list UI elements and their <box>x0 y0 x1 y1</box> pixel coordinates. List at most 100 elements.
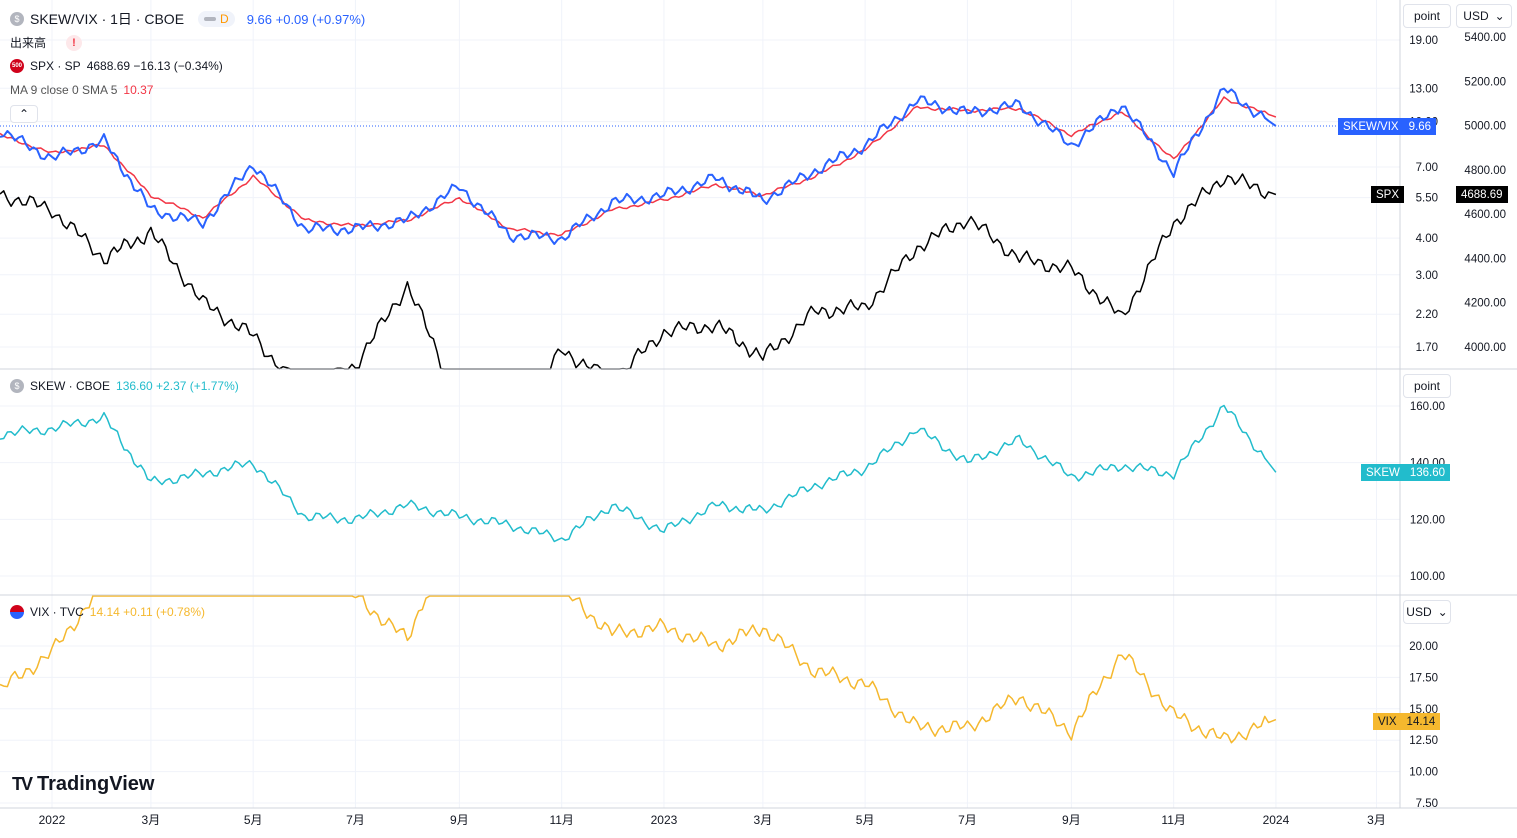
ma-legend-text: MA 9 close 0 SMA 5 <box>10 83 118 97</box>
sp500-logo-icon: 500 <box>10 59 24 73</box>
session-bar-icon <box>204 17 217 21</box>
time-axis-label: 5月 <box>244 813 263 827</box>
skewvix-line <box>0 87 1277 245</box>
spx-legend-values: 4688.69 −16.13 (−0.34%) <box>86 59 223 73</box>
vix-tag-name: VIX <box>1373 713 1402 730</box>
skew-price-tag: SKEW 136.60 <box>1361 464 1451 481</box>
spx-name-tag: SPX <box>1371 186 1405 203</box>
skew-tag-value: 136.60 <box>1404 464 1451 481</box>
skew-legend-values: 136.60 +2.37 (+1.77%) <box>116 379 239 393</box>
price-axis-label: 15.00 <box>1409 704 1438 716</box>
price-axis-label: 4400.00 <box>1464 253 1506 265</box>
us-flag-icon <box>10 605 24 619</box>
main-symbol-title[interactable]: SKEW/VIX · 1日 · CBOE <box>30 11 185 27</box>
scale-mode-button[interactable]: point <box>1403 4 1451 28</box>
ma-legend-value: 10.37 <box>123 83 154 97</box>
spx-price-tag: 4688.69 <box>1456 186 1508 203</box>
vix-legend[interactable]: VIX · TVC 14.14 +0.11 (+0.78%) <box>10 605 205 619</box>
currency-button[interactable]: USD ⌄ <box>1456 4 1512 28</box>
spx-line <box>0 173 1277 370</box>
skewvix-tag-value: 9.66 <box>1403 118 1436 135</box>
price-axis-label: 7.50 <box>1416 798 1438 810</box>
price-axis-label: 20.00 <box>1409 641 1438 653</box>
vix-legend-name: VIX · TVC <box>30 605 84 619</box>
price-axis-label: 4600.00 <box>1464 209 1506 221</box>
time-axis-label: 5月 <box>856 813 875 827</box>
price-axis-label: 4.00 <box>1416 233 1438 245</box>
time-axis-label: 2022 <box>39 813 66 827</box>
price-axis-label: 4000.00 <box>1464 342 1506 354</box>
symbol-dollar-icon: $ <box>10 379 24 393</box>
spx-tag-value: 4688.69 <box>1456 186 1508 203</box>
price-axis-label: 120.00 <box>1410 514 1445 526</box>
price-axis-label: 5.50 <box>1416 193 1438 205</box>
price-axis-label: 1.70 <box>1416 342 1438 354</box>
ma-line <box>0 96 1277 237</box>
time-axis-label: 3月 <box>142 813 161 827</box>
tradingview-wordmark: TradingView <box>37 773 155 795</box>
price-axis-label: 4200.00 <box>1464 298 1506 310</box>
price-axis-label: 7.00 <box>1416 162 1438 174</box>
skewvix-tag-name: SKEW/VIX <box>1338 118 1404 135</box>
time-axis-label: 2023 <box>651 813 678 827</box>
axes: 2022 3月 5月 7月 9月 11月 2023 3月 5月 7月 9月 11月 2024 3月 19.0… <box>39 32 1506 827</box>
currency-label: USD <box>1406 605 1432 619</box>
market-status-badge[interactable]: D <box>198 11 235 27</box>
interval-badge: D <box>220 12 229 26</box>
scale-mode-label: point <box>1413 9 1441 23</box>
symbol-dollar-icon: $ <box>10 12 24 26</box>
warning-icon[interactable]: ! <box>66 34 83 51</box>
time-axis-label: 3月 <box>754 813 773 827</box>
time-axis-label: 3月 <box>1367 813 1386 827</box>
price-axis-label: 100.00 <box>1410 571 1445 583</box>
collapse-legend-button[interactable]: ⌃ <box>10 105 38 123</box>
spx-legend[interactable]: 500 SPX · SP 4688.69 −16.13 (−0.34%) <box>10 59 223 73</box>
skewvix-price-tag: SKEW/VIX 9.66 <box>1338 118 1436 135</box>
time-axis-label: 7月 <box>958 813 977 827</box>
time-axis-label: 7月 <box>346 813 365 827</box>
currency-label: USD <box>1463 9 1489 23</box>
currency-button[interactable]: USD ⌄ <box>1403 600 1451 624</box>
time-axis-label: 9月 <box>1062 813 1081 827</box>
vix-line <box>0 595 1277 744</box>
scale-mode-label: point <box>1413 379 1441 393</box>
volume-legend[interactable]: 出来高 ! <box>10 34 83 51</box>
ma-legend[interactable]: MA 9 close 0 SMA 5 10.37 <box>10 83 153 97</box>
main-legend: $ SKEW/VIX · 1日 · CBOE D 9.66 +0.09 (+0.… <box>10 9 365 29</box>
spx-tag-name: SPX <box>1371 186 1405 203</box>
price-axis-label: 5400.00 <box>1464 32 1506 44</box>
vix-tag-value: 14.14 <box>1401 713 1441 730</box>
price-axis-label: 2.20 <box>1416 309 1438 321</box>
volume-label: 出来高 <box>10 36 47 50</box>
price-axis-label: 4800.00 <box>1464 165 1506 177</box>
price-axis-label: 19.00 <box>1409 35 1438 47</box>
skew-legend-name: SKEW · CBOE <box>30 379 111 393</box>
chevron-down-icon: ⌄ <box>1437 605 1448 619</box>
time-axis-label: 11月 <box>549 813 573 827</box>
grid-lines <box>0 0 1400 808</box>
time-axis-label: 2024 <box>1263 813 1290 827</box>
chevron-down-icon: ⌄ <box>1494 9 1505 23</box>
price-axis-label: 17.50 <box>1409 672 1438 684</box>
price-axis-label: 12.50 <box>1409 735 1438 747</box>
tradingview-logo-icon: TV <box>12 774 33 794</box>
time-axis-label: 9月 <box>450 813 469 827</box>
skew-tag-name: SKEW <box>1361 464 1405 481</box>
main-quote: 9.66 +0.09 (+0.97%) <box>246 11 366 27</box>
price-axis-label: 10.00 <box>1409 767 1438 779</box>
price-axis-label: 160.00 <box>1410 401 1445 413</box>
price-axis-label: 5000.00 <box>1464 121 1506 133</box>
spx-legend-name: SPX · SP <box>30 59 81 73</box>
vix-legend-values: 14.14 +0.11 (+0.78%) <box>89 605 205 619</box>
price-axis-label: 13.00 <box>1409 83 1438 95</box>
tradingview-branding[interactable]: TV TradingView <box>12 773 154 796</box>
price-axis-label: 3.00 <box>1416 270 1438 282</box>
vix-price-tag: VIX 14.14 <box>1373 713 1441 730</box>
price-axis-label: 5200.00 <box>1464 76 1506 88</box>
skew-line <box>0 404 1277 543</box>
skew-legend[interactable]: $ SKEW · CBOE 136.60 +2.37 (+1.77%) <box>10 379 239 393</box>
scale-mode-button[interactable]: point <box>1403 374 1451 398</box>
chevron-up-icon: ⌃ <box>18 107 30 121</box>
time-axis-label: 11月 <box>1161 813 1185 827</box>
